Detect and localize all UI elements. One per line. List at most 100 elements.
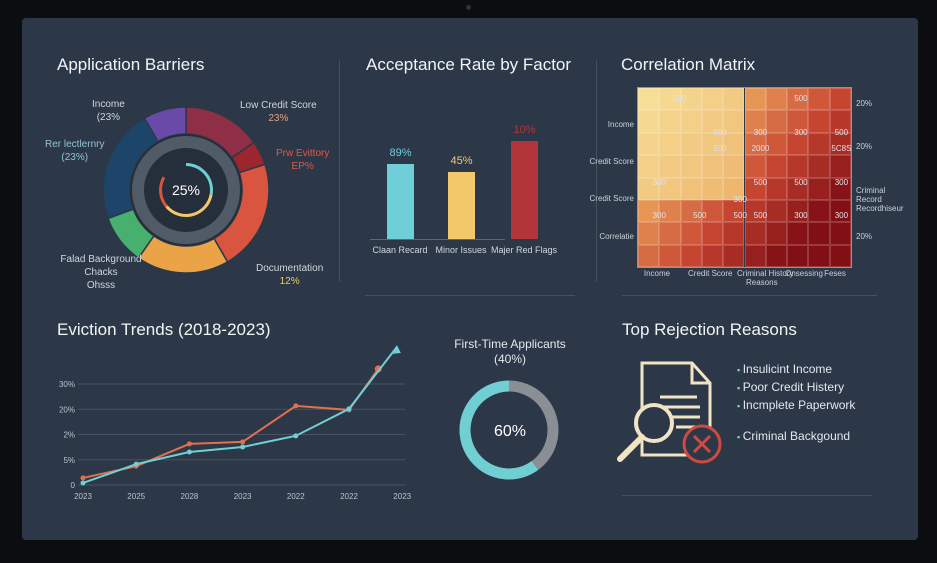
heatmap-cell [680, 88, 702, 111]
bar-value-label: 45% [450, 155, 473, 167]
series-point [240, 444, 246, 450]
heatmap-cell [701, 110, 724, 133]
heatmap-cell-label: 500 [753, 177, 768, 187]
heatmap-cell [829, 110, 851, 133]
series-point [240, 439, 246, 445]
heatmap-cell [787, 132, 809, 156]
heatmap-cell-label: 300 [834, 177, 849, 187]
heatmap-cell [808, 155, 830, 178]
heatmap-cell [638, 132, 660, 156]
heatmap-cell [808, 177, 830, 200]
rejection-item: Insulicint Income [737, 362, 832, 376]
inner-mini-ring-segment [165, 194, 213, 217]
heatmap-cell [808, 88, 830, 111]
acceptance-title: Acceptance Rate by Factor [366, 55, 572, 74]
bar-value-label: 10% [513, 124, 536, 136]
heatmap-cell-label: 500 [713, 127, 727, 137]
heatmap-cell-label: 500 [713, 144, 727, 154]
heatmap-cell [723, 244, 745, 267]
heatmap-cell [701, 199, 724, 223]
x-tick-label: 2028 [181, 492, 199, 501]
heatmap-cell [638, 222, 660, 245]
heatmap-cell-label: 500 [753, 211, 768, 221]
heatmap-cell [829, 222, 851, 245]
heatmap-cell [723, 155, 745, 178]
heatmap-cell [787, 155, 809, 178]
heatmap-cell-label: 300 [733, 194, 747, 204]
heatmap-cell [638, 177, 660, 200]
heatmap-right-label: Criminal Record Recordhiseur [856, 186, 904, 213]
heatmap-cell [744, 222, 766, 245]
x-tick-label: 2025 [127, 492, 145, 501]
label-prior-eviction: Prw Evittory EP% [276, 148, 330, 172]
heatmap-cell [765, 110, 788, 133]
heatmap-cell-label: 5C8S [831, 144, 852, 154]
heatmap-cell [744, 132, 766, 156]
heatmap-cell [787, 244, 809, 267]
heatmap-cell-label: 500 [672, 94, 687, 103]
heatmap-cell [659, 222, 681, 245]
series-point [293, 433, 299, 439]
heatmap-cell [829, 177, 851, 200]
heatmap-col-label: Income [643, 269, 671, 278]
heatmap-cell-label: 300 [652, 211, 666, 221]
trends-title: Eviction Trends (2018-2023) [57, 320, 271, 339]
heatmap-cell [723, 177, 745, 200]
series-point [374, 365, 382, 373]
heatmap-cell [808, 244, 830, 267]
rejection-item: Criminal Backgound [737, 429, 850, 443]
heatmap-cell [829, 199, 851, 223]
correlation-title: Correlation Matrix [621, 55, 756, 74]
heatmap-cell [659, 177, 681, 200]
heatmap-right-label: 20% [856, 142, 873, 151]
heatmap-cell-label: 300 [834, 211, 849, 221]
heatmap-row-label: Income [607, 120, 634, 129]
heatmap-cell [765, 177, 788, 200]
heatmap-cell [765, 155, 788, 178]
heatmap-col-label: Criminal History [737, 269, 794, 278]
heatmap-cell [744, 88, 766, 111]
heatmap-cell [744, 199, 766, 223]
series-point [186, 449, 192, 455]
heatmap-cell [723, 222, 745, 245]
series-point [186, 441, 192, 447]
bar [511, 141, 538, 239]
heatmap-cell [680, 222, 702, 245]
rejections-title: Top Rejection Reasons [622, 320, 797, 339]
y-tick-label: 2% [63, 431, 75, 440]
heatmap-cell [765, 132, 788, 156]
x-tick-label: 2023 [234, 492, 252, 501]
heatmap-right-label: 20% [856, 99, 873, 108]
heatmap-cell [744, 155, 766, 178]
inner-mini-ring-segment [158, 176, 168, 208]
heatmap-cell [659, 244, 681, 267]
heatmap-cell [744, 177, 766, 200]
heatmap-cell [723, 110, 745, 133]
heatmap-cell-label: 500 [834, 127, 849, 137]
heatmap-cell [829, 88, 851, 111]
heatmap-cell-label: 500 [693, 211, 707, 221]
heatmap-cell [701, 222, 724, 245]
heatmap-cell [659, 155, 681, 178]
heatmap-cell [765, 222, 788, 245]
label-income: Income (23% [92, 99, 125, 123]
heatmap-cell [638, 88, 660, 111]
heatmap-cell [829, 244, 851, 267]
bar [387, 164, 414, 239]
heatmap-cell [787, 199, 809, 223]
heatmap-cell [765, 199, 788, 223]
heatmap-cell [787, 222, 809, 245]
heatmap-cell [723, 199, 745, 223]
heatmap-col-label: Credit Score [688, 269, 733, 278]
heatmap-cell [744, 244, 766, 267]
divider [622, 295, 877, 296]
heatmap-cell [680, 244, 702, 267]
x-tick-label: 2022 [287, 492, 305, 501]
y-tick-label: 5% [63, 456, 75, 465]
heatmap-cell [659, 199, 681, 223]
heatmap-cell [787, 88, 809, 111]
heatmap-cell [723, 132, 745, 156]
divider [622, 495, 872, 496]
